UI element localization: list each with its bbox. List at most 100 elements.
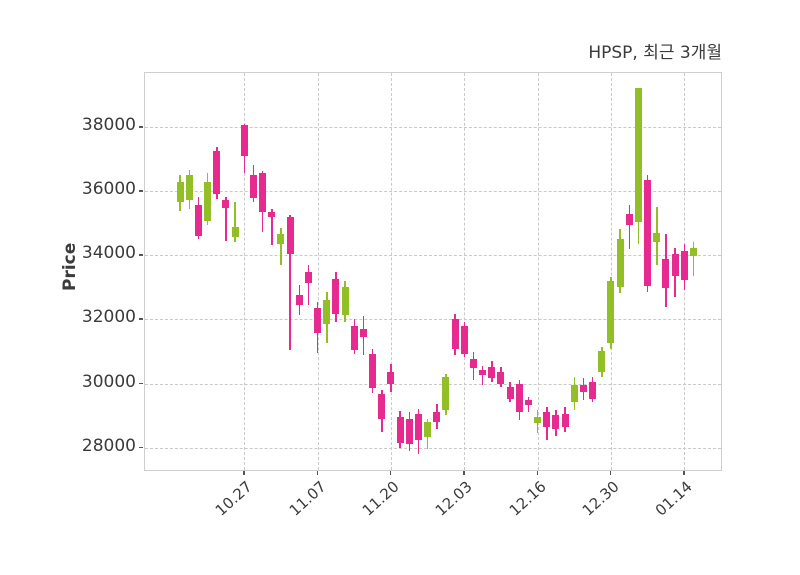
candle-body-down bbox=[479, 370, 487, 376]
y-tick-mark bbox=[139, 382, 143, 385]
x-tick-label: 12.30 bbox=[578, 477, 623, 520]
candle-body-up bbox=[689, 247, 697, 256]
x-gridline bbox=[317, 73, 319, 470]
candle-body-up bbox=[598, 351, 606, 372]
candle-body-up bbox=[634, 87, 642, 223]
candle-body-down bbox=[332, 279, 340, 314]
candle-body-down bbox=[414, 413, 422, 441]
candle-body-up bbox=[616, 239, 624, 288]
candle-wick bbox=[225, 196, 227, 241]
candle-body-down bbox=[314, 308, 322, 333]
candle-body-down bbox=[304, 271, 312, 284]
chart-title: HPSP, 최근 3개월 bbox=[588, 43, 722, 63]
candle-body-down bbox=[579, 385, 587, 392]
candle-wick bbox=[692, 242, 695, 277]
x-tick-mark bbox=[389, 471, 392, 475]
candle-body-down bbox=[515, 383, 523, 412]
y-tick-mark bbox=[139, 254, 143, 256]
candle-body-up bbox=[653, 232, 661, 243]
y-tick-label: 30000 bbox=[81, 371, 136, 392]
x-gridline bbox=[464, 73, 466, 470]
candle-body-up bbox=[341, 287, 349, 315]
candle-body-up bbox=[534, 416, 542, 424]
plot-area bbox=[144, 72, 722, 471]
candle-body-up bbox=[185, 175, 193, 201]
candle-body-down bbox=[552, 415, 560, 429]
candle-body-down bbox=[295, 294, 303, 305]
x-gridline bbox=[244, 73, 246, 470]
x-tick-label: 12.16 bbox=[505, 477, 550, 520]
y-tick-label: 34000 bbox=[81, 243, 136, 264]
candle-body-up bbox=[442, 376, 450, 411]
y-gridline bbox=[145, 191, 721, 193]
candle-body-down bbox=[369, 353, 377, 389]
candle-body-down bbox=[589, 381, 597, 399]
candle-body-down bbox=[497, 372, 505, 384]
candle-body-down bbox=[259, 173, 267, 212]
candle-body-down bbox=[625, 213, 633, 226]
candle-body-down bbox=[350, 325, 358, 351]
candle-body-down bbox=[662, 259, 670, 288]
y-tick-mark bbox=[139, 446, 143, 449]
x-tick-label: 01.14 bbox=[652, 477, 696, 520]
x-gridline bbox=[390, 73, 392, 470]
x-tick-mark bbox=[243, 471, 245, 475]
candle-body-up bbox=[570, 385, 578, 402]
candle-body-up bbox=[204, 181, 212, 221]
candle-wick bbox=[307, 264, 310, 306]
x-gridline bbox=[537, 73, 539, 470]
y-gridline bbox=[145, 255, 721, 257]
candle-body-down bbox=[451, 318, 459, 349]
x-tick-mark bbox=[316, 471, 319, 475]
candle-body-up bbox=[277, 234, 285, 245]
candle-wick bbox=[234, 201, 236, 243]
candle-wick bbox=[628, 205, 631, 250]
candle-body-down bbox=[240, 125, 248, 157]
candle-body-down bbox=[396, 417, 404, 443]
y-tick-mark bbox=[139, 318, 143, 320]
candle-body-down bbox=[268, 212, 276, 218]
x-tick-mark bbox=[463, 471, 465, 475]
candle-body-down bbox=[286, 216, 294, 254]
candle-body-down bbox=[359, 328, 367, 338]
candle-body-up bbox=[323, 299, 331, 324]
candle-body-down bbox=[644, 179, 652, 286]
candle-body-down bbox=[249, 174, 257, 199]
x-tick-label: 12.03 bbox=[432, 477, 476, 520]
candle-body-down bbox=[543, 412, 551, 427]
candle-body-down bbox=[506, 386, 514, 399]
candle-body-down bbox=[194, 204, 202, 237]
candle-body-down bbox=[460, 326, 468, 354]
x-tick-mark bbox=[609, 471, 612, 475]
x-tick-mark bbox=[536, 471, 539, 475]
candle-body-up bbox=[176, 182, 184, 203]
candle-body-down bbox=[680, 250, 688, 280]
x-gridline bbox=[610, 73, 612, 470]
y-tick-label: 28000 bbox=[81, 435, 136, 456]
y-gridline bbox=[145, 319, 721, 321]
y-gridline bbox=[145, 383, 721, 385]
candle-body-down bbox=[378, 393, 386, 419]
x-tick-label: 11.20 bbox=[358, 477, 403, 520]
candle-body-down bbox=[524, 400, 532, 406]
candle-wick bbox=[271, 209, 273, 246]
candle-wick bbox=[289, 214, 291, 350]
candle-body-up bbox=[607, 280, 615, 344]
candle-body-down bbox=[488, 366, 496, 379]
candle-body-down bbox=[213, 151, 221, 194]
candle-body-up bbox=[424, 422, 432, 438]
y-tick-mark bbox=[139, 126, 143, 128]
x-tick-mark bbox=[683, 471, 685, 475]
y-tick-label: 38000 bbox=[81, 115, 136, 135]
candle-body-down bbox=[433, 412, 441, 423]
candle-body-down bbox=[671, 254, 679, 277]
candle-body-up bbox=[231, 227, 239, 237]
x-tick-label: 11.07 bbox=[285, 477, 330, 520]
y-tick-mark bbox=[139, 190, 143, 192]
y-tick-label: 32000 bbox=[81, 307, 136, 328]
candle-wick bbox=[280, 227, 282, 265]
candle-body-down bbox=[469, 359, 477, 369]
candle-body-down bbox=[561, 413, 569, 427]
candle-wick bbox=[481, 365, 484, 385]
